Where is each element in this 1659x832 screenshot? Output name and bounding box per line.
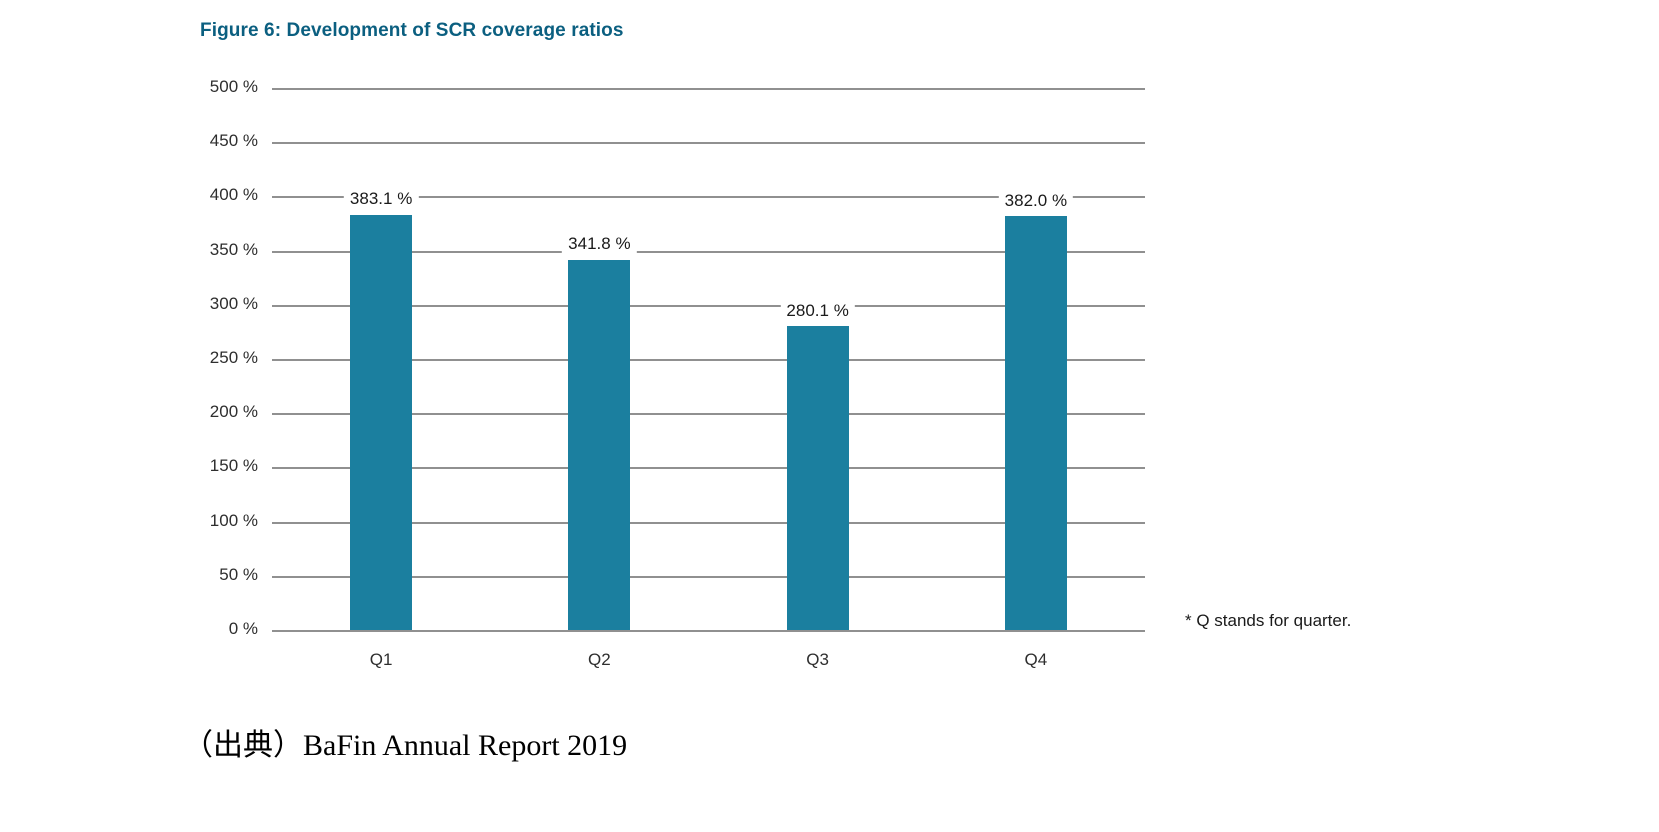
plot-area: 500 % 450 % 400 % 350 % 300 % 250 % 200 % 150 %… xyxy=(210,77,1145,669)
bar-q3 xyxy=(786,326,849,630)
gridline xyxy=(272,88,1145,90)
gridline xyxy=(272,575,1145,578)
y-tick-label: 400 % xyxy=(209,185,258,205)
x-tick-label: Q2 xyxy=(588,650,611,669)
y-tick-label: 100 % xyxy=(209,510,258,530)
bar-value-label: 382.0 % xyxy=(998,190,1074,211)
chart-title: Figure 6: Development of SCR coverage ra… xyxy=(200,20,624,41)
y-tick-label: 50 % xyxy=(219,564,258,584)
y-tick-label: 250 % xyxy=(209,348,258,367)
bar-value-label: 280.1 % xyxy=(780,300,855,322)
source-citation: （出典）BaFin Annual Report 2019 xyxy=(183,729,628,762)
x-tick-label: Q4 xyxy=(1024,650,1048,669)
gridline xyxy=(272,413,1145,416)
bar-q1 xyxy=(350,214,413,630)
bar-q2 xyxy=(568,259,631,630)
y-tick-label: 200 % xyxy=(209,402,258,422)
gridline xyxy=(272,521,1145,524)
x-tick-label: Q3 xyxy=(806,650,829,669)
bar-value-label: 383.1 % xyxy=(343,189,419,210)
bar-value-label: 341.8 % xyxy=(562,234,637,255)
y-tick-label: 300 % xyxy=(209,293,258,313)
y-tick-label: 0 % xyxy=(228,619,258,638)
y-tick-label: 500 % xyxy=(209,77,258,96)
gridline xyxy=(272,196,1145,199)
gridline xyxy=(272,142,1145,145)
bar-q4 xyxy=(1004,215,1067,630)
y-tick-label: 350 % xyxy=(209,239,258,259)
x-tick-label: Q1 xyxy=(369,650,393,669)
gridline xyxy=(272,304,1145,307)
y-tick-label: 450 % xyxy=(209,131,258,151)
gridline xyxy=(272,630,1145,632)
gridline xyxy=(272,467,1145,470)
chart-footnote: * Q stands for quarter. xyxy=(1185,611,1352,630)
y-tick-label: 150 % xyxy=(209,456,258,476)
gridline xyxy=(272,359,1145,361)
gridline xyxy=(272,250,1145,253)
